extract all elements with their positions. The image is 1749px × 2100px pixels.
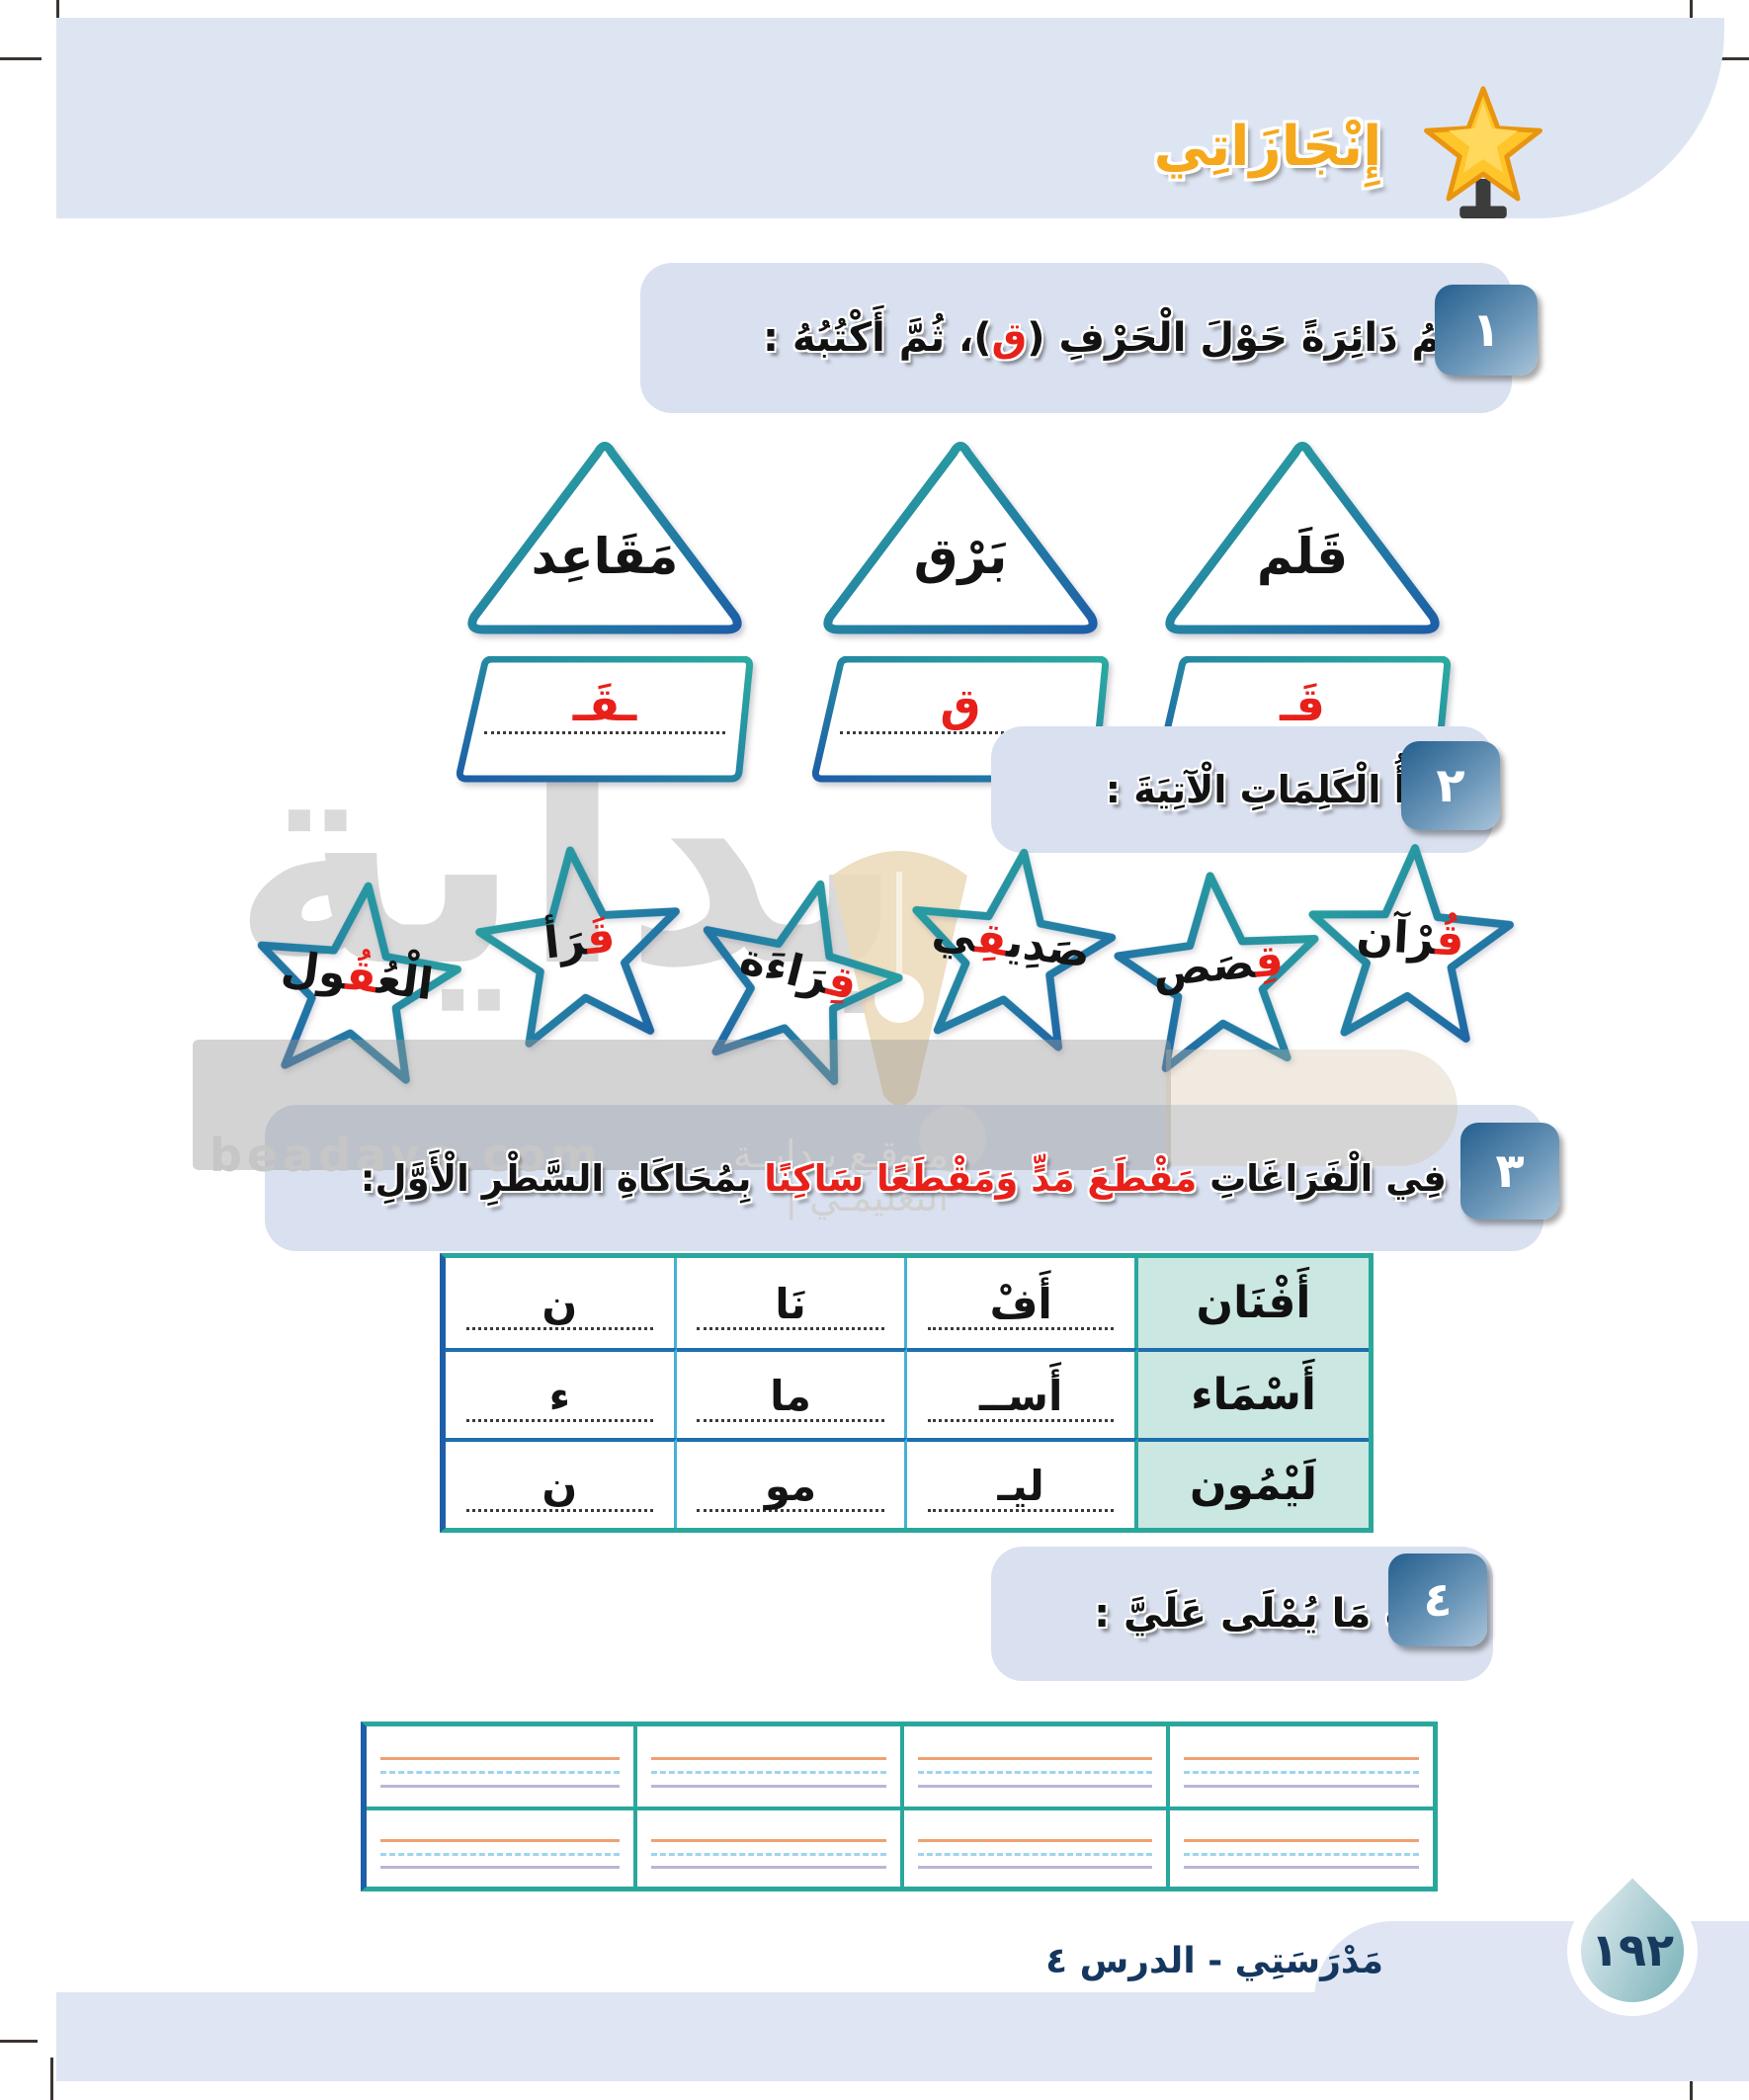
dictation-grid — [361, 1722, 1438, 1891]
exercise-1-title: أَرْسُمُ دَائِرَةً حَوْلَ الْحَرْفِ (ق)،… — [763, 315, 1518, 361]
word-star: قَرَأ — [456, 819, 706, 1071]
crop-mark — [50, 2058, 53, 2100]
dictation-cell[interactable] — [632, 1806, 900, 1887]
row-word: أَفْنَان — [1138, 1258, 1369, 1348]
page-number-drop: ١٩٢ — [1559, 1866, 1706, 2024]
dictation-cell[interactable] — [367, 1806, 633, 1887]
exercise-3-heading-band — [265, 1105, 1543, 1251]
watermark-site-label: مـوقـع بـدايــة التعليمـي | — [732, 1133, 949, 1219]
word-star: قِرَاءَة — [659, 838, 935, 1116]
word-star: قِصَص — [1095, 846, 1341, 1094]
word-star: الْعُقُول — [230, 853, 484, 1108]
word-star: صَدِيقِي — [882, 817, 1139, 1076]
answer-write-area[interactable]: ـقَـ — [484, 670, 725, 755]
page-title: إِنْجَازَاتِي — [1153, 115, 1382, 179]
exercise-3-title: أَكْتُبُ فِي الْفَرَاغَاتِ مَقْطَعَ مَدٍ… — [360, 1156, 1547, 1200]
dotted-line — [484, 731, 725, 734]
dictation-cell[interactable] — [367, 1726, 633, 1806]
page-number: ١٩٢ — [1590, 1923, 1675, 1976]
answer-letter: ـقَـ — [572, 678, 637, 731]
word-star: قُرْآن — [1291, 822, 1530, 1063]
row-word: أَسْمَاء — [1138, 1348, 1369, 1438]
syllable-cell[interactable]: ن — [446, 1258, 677, 1348]
syllable-cell[interactable]: أَفْ — [907, 1258, 1138, 1348]
footer-band — [56, 1992, 1749, 2081]
crop-mark — [0, 57, 42, 60]
watermark-band — [193, 1040, 1171, 1170]
exercise-2-number-badge: ٢ — [1401, 741, 1500, 830]
row-word: لَيْمُون — [1138, 1438, 1369, 1528]
exercise-4-number-badge: ٤ — [1388, 1554, 1487, 1646]
exercise-1-heading-band: أَرْسُمُ دَائِرَةً حَوْلَ الْحَرْفِ (ق)،… — [640, 263, 1518, 413]
syllable-cell[interactable]: نَا — [677, 1258, 908, 1348]
crop-mark — [1707, 57, 1749, 60]
trophy-star-icon — [1420, 85, 1546, 223]
answer-letter: ق — [940, 678, 981, 731]
watermark-domain: beadaya.com — [209, 1129, 604, 1182]
crop-mark — [0, 2040, 38, 2043]
exercise-3-title-wrap: أَكْتُبُ فِي الْفَرَاغَاتِ مَقْطَعَ مَدٍ… — [265, 1105, 1547, 1251]
card-word: قَلَم — [1256, 528, 1349, 585]
answer-letter: قَـ — [1280, 678, 1325, 731]
dictation-cell[interactable] — [899, 1806, 1167, 1887]
syllable-cell[interactable]: ن — [446, 1438, 677, 1528]
exercise-3-number-badge: ٣ — [1460, 1123, 1559, 1219]
dictation-cell[interactable] — [899, 1726, 1167, 1806]
watermark-band-flourish — [1166, 1050, 1458, 1166]
syllable-cell[interactable]: أَســ — [907, 1348, 1138, 1438]
card-word: بَرْق — [913, 528, 1008, 585]
footer-lesson-label: مَدْرَسَتِي - الدرس ٤ — [1045, 1941, 1383, 1981]
target-letter: ق — [991, 315, 1028, 361]
dictation-cell[interactable] — [1166, 1806, 1433, 1887]
syllable-cell[interactable]: ء — [446, 1348, 677, 1438]
syllable-cell[interactable]: ما — [676, 1348, 908, 1438]
letter-card: مَقَاعِد ـقَـ — [457, 433, 753, 785]
syllable-cell[interactable]: مو — [676, 1438, 908, 1528]
dictation-cell[interactable] — [1166, 1726, 1433, 1806]
header-band — [56, 18, 1724, 218]
card-word: مَقَاعِد — [531, 528, 679, 585]
exercise-1-number-badge: ١ — [1435, 285, 1538, 376]
dotted-line — [840, 731, 1081, 734]
syllable-cell[interactable]: ليـ — [907, 1438, 1138, 1528]
answer-write-area[interactable]: ق — [840, 670, 1081, 755]
syllable-table: أَفْنَان أَفْ نَا ن أَسْمَاء أَســ ما ء … — [440, 1253, 1374, 1533]
watermark-logo-circle — [919, 1105, 986, 1172]
dictation-cell[interactable] — [632, 1726, 900, 1806]
